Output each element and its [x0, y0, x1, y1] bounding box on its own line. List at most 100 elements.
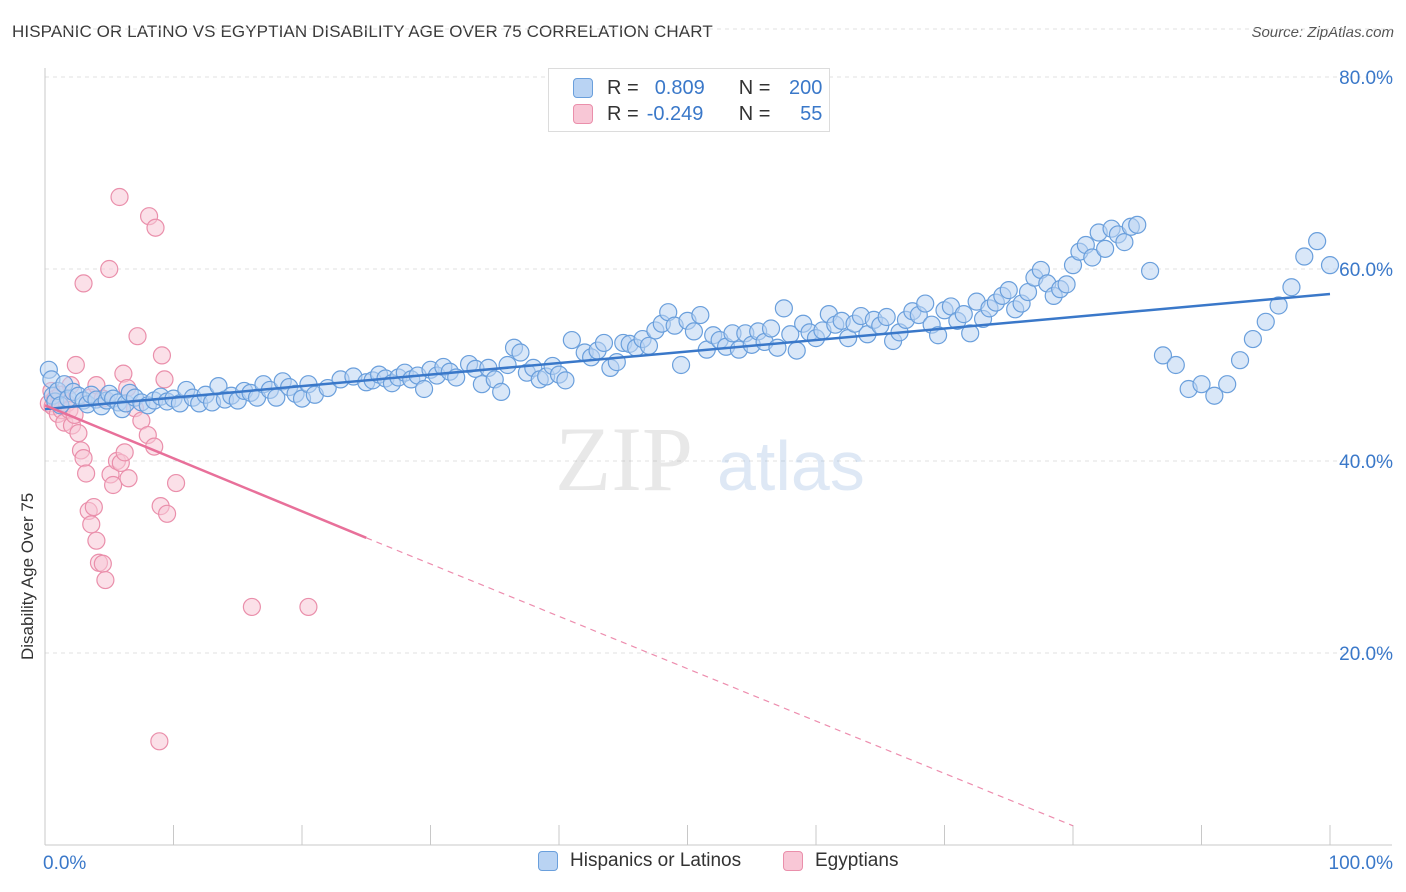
egyptian-point	[152, 346, 172, 365]
x-tick-label: 100.0%	[1329, 853, 1394, 874]
hispanic-point	[1282, 278, 1301, 297]
hispanic-point	[877, 307, 896, 327]
hispanic-point	[492, 382, 511, 401]
n-label: N =	[738, 102, 771, 125]
egyptian-point	[100, 259, 119, 279]
legend-label-egyptians: Egyptians	[815, 850, 899, 871]
egyptian-point	[150, 732, 169, 751]
hispanics-points	[39, 215, 1340, 419]
hispanic-point	[961, 324, 980, 343]
y-axis-label: Disability Age Over 75	[18, 492, 37, 660]
watermark-atlas: atlas	[717, 427, 865, 505]
hispanic-point	[1153, 346, 1173, 365]
legend-swatch-blue	[573, 78, 593, 98]
hispanic-point	[1192, 375, 1211, 394]
hispanic-point	[1083, 248, 1102, 267]
hispanic-point	[1166, 355, 1185, 375]
egyptian-point	[96, 570, 115, 590]
hispanic-point	[1269, 296, 1288, 315]
egyptian-point	[93, 554, 112, 573]
hispanic-point	[774, 299, 793, 318]
egyptian-point	[87, 531, 106, 550]
egyptian-point	[82, 515, 101, 534]
hispanic-point	[1243, 329, 1263, 349]
hispanic-point	[691, 305, 710, 325]
tick-labels: 20.0% 40.0% 60.0% 80.0% 0.0% 100.0%	[43, 68, 1393, 874]
egyptian-point	[157, 504, 177, 523]
legend-swatch-pink	[783, 851, 803, 871]
hispanic-point	[954, 305, 973, 324]
egyptian-point	[77, 464, 96, 483]
egyptian-point	[299, 597, 318, 617]
egyptian-point	[146, 218, 165, 237]
legend-row-hispanics: R = 0.809 N = 200	[573, 75, 822, 101]
egyptians-points	[39, 187, 318, 751]
legend-row-egyptians: R = -0.249 N = 55	[573, 101, 822, 127]
hispanic-point	[999, 281, 1018, 300]
gridlines	[45, 28, 1392, 654]
egyptian-point	[242, 597, 261, 617]
hispanic-point	[498, 355, 517, 375]
n-value: 200	[789, 76, 823, 99]
legend-hispanics[interactable]: Hispanics or Latinos	[538, 850, 741, 872]
egyptians-trend-line	[44, 404, 367, 539]
egyptian-point	[110, 187, 129, 207]
axes	[44, 68, 1392, 846]
egyptians-trend-extension	[366, 537, 1074, 827]
hispanic-point	[787, 341, 806, 360]
legend-swatch-blue	[538, 851, 558, 871]
hispanic-point	[556, 371, 575, 390]
egyptian-point	[84, 497, 103, 517]
y-tick-label: 40.0%	[1339, 452, 1393, 473]
hispanic-point	[1140, 261, 1160, 281]
x-tick-label: 0.0%	[43, 853, 86, 874]
r-label: R =	[607, 76, 639, 99]
egyptian-point	[69, 424, 88, 443]
legend-egyptians[interactable]: Egyptians	[783, 850, 898, 872]
legend-label-hispanics: Hispanics or Latinos	[570, 850, 742, 871]
correlation-legend: R = 0.809 N = 200 R = -0.249 N = 55	[548, 68, 830, 132]
hispanic-point	[1115, 233, 1134, 252]
hispanic-point	[1256, 312, 1275, 331]
egyptian-point	[74, 449, 93, 468]
r-value: -0.249	[646, 102, 704, 125]
hispanic-point	[684, 322, 704, 341]
hispanic-point	[928, 326, 948, 345]
hispanic-point	[414, 379, 434, 399]
egyptian-point	[128, 327, 147, 346]
egyptian-point	[66, 355, 85, 375]
hispanic-point	[562, 330, 581, 350]
egyptian-point	[104, 475, 123, 495]
hispanic-point	[639, 336, 659, 355]
hispanic-point	[1096, 239, 1115, 258]
legend-swatch-pink	[573, 104, 593, 124]
y-tick-label: 60.0%	[1339, 260, 1393, 281]
hispanic-point	[1205, 386, 1224, 405]
hispanic-point	[916, 294, 935, 313]
egyptian-point	[115, 443, 134, 462]
chart-title: HISPANIC OR LATINO VS EGYPTIAN DISABILIT…	[12, 22, 713, 41]
hispanic-point	[1295, 247, 1314, 266]
hispanic-point	[671, 355, 691, 375]
r-value: 0.809	[654, 76, 705, 99]
egyptian-point	[166, 473, 186, 493]
watermark: ZIP atlas	[555, 408, 865, 510]
hispanic-point	[594, 333, 614, 353]
hispanic-point	[1308, 232, 1327, 251]
hispanics-trend-line	[44, 292, 1331, 411]
source-label: Source: ZipAtlas.com	[1251, 24, 1394, 41]
hispanic-point	[1320, 256, 1340, 275]
r-label: R =	[607, 102, 639, 125]
egyptian-point	[74, 274, 93, 293]
hispanic-point	[1230, 351, 1250, 370]
y-tick-label: 80.0%	[1339, 68, 1393, 89]
trend-lines	[44, 292, 1331, 827]
egyptian-point	[119, 469, 138, 488]
hispanic-point	[761, 319, 781, 338]
watermark-zip: ZIP	[555, 408, 693, 510]
hispanic-point	[1057, 275, 1076, 294]
y-tick-label: 20.0%	[1339, 644, 1393, 665]
hispanic-point	[1218, 375, 1237, 394]
hispanic-point	[1128, 215, 1147, 234]
